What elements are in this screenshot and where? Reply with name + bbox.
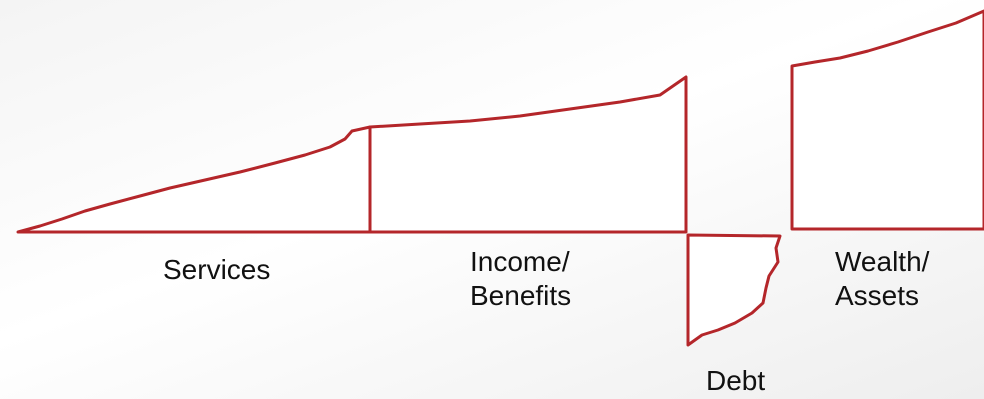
wealth-assets-label: Wealth/ Assets [835, 246, 930, 311]
income-benefits-label: Income/ Benefits [470, 246, 572, 311]
services-income-area [16, 75, 688, 234]
wealth-area [790, 9, 984, 231]
debt-area [686, 233, 782, 347]
debt-label: Debt [706, 365, 766, 396]
services-label: Services [163, 254, 271, 285]
